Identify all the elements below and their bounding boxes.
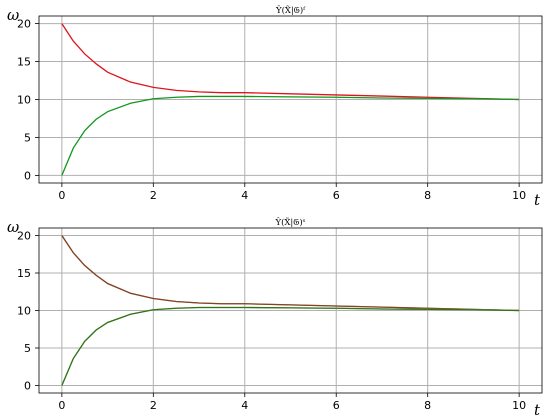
chart-title: Ŷ(X̃|𝔊)ˢ [274, 216, 305, 228]
series-line-0 [61, 23, 520, 101]
x-tick-label: 0 [58, 399, 65, 412]
top-subplot: 0 2 4 6 8 10 0 5 10 15 20 Ŷ(X̃|𝔊)ᶠ ω t [7, 4, 543, 209]
x-axis-label: t [534, 401, 541, 417]
series-line-3 [61, 306, 520, 386]
x-tick-label: 8 [424, 189, 431, 202]
x-tick-label: 4 [241, 399, 248, 412]
y-tick-label: 10 [17, 305, 31, 318]
y-tick-label: 15 [17, 267, 31, 280]
y-tick-label: 15 [17, 56, 31, 69]
bottom-subplot: 0 2 4 6 8 10 0 5 10 15 20 Ŷ(X̃|𝔊)ˢ ω t [7, 216, 543, 417]
series-line-2 [61, 306, 520, 386]
y-tick-label: 0 [24, 169, 31, 182]
x-tick-label: 10 [512, 189, 526, 202]
y-axis-label: ω [7, 218, 19, 236]
x-tick-label: 2 [150, 399, 157, 412]
x-tick-label: 2 [150, 189, 157, 202]
x-tick-label: 10 [512, 399, 526, 412]
y-tick-label: 20 [17, 230, 31, 243]
x-axis-label: t [534, 191, 541, 209]
y-tick-label: 10 [17, 94, 31, 107]
x-tick-label: 6 [333, 189, 340, 202]
y-tick-label: 0 [24, 380, 31, 393]
series-line-1 [61, 95, 520, 176]
x-tick-label: 6 [333, 399, 340, 412]
y-axis-label: ω [7, 6, 19, 24]
x-tick-label: 0 [58, 189, 65, 202]
y-tick-label: 5 [24, 131, 31, 144]
x-tick-label: 8 [424, 399, 431, 412]
y-tick-label: 5 [24, 342, 31, 355]
series-line-1 [61, 235, 520, 312]
x-tick-label: 4 [241, 189, 248, 202]
chart-title: Ŷ(X̃|𝔊)ᶠ [275, 4, 306, 16]
y-tick-label: 20 [17, 18, 31, 31]
